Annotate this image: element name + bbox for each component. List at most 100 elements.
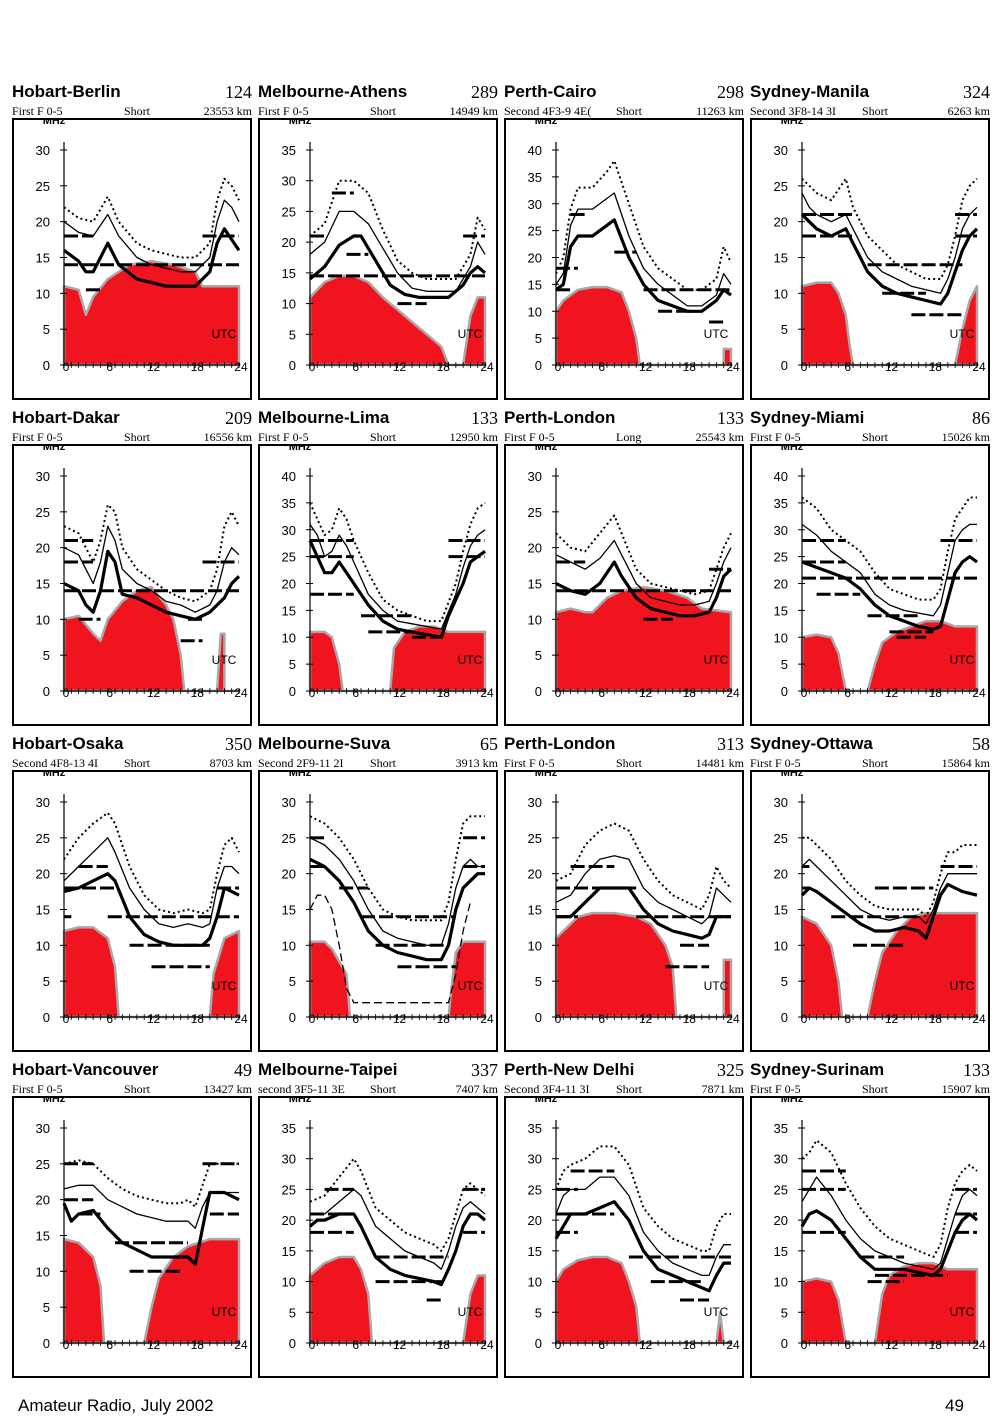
y-tick-label: 25 (282, 831, 296, 846)
path-chart: Perth-London 133 First F 0-5 Long 25543 km 30… (504, 408, 744, 726)
x-tick-label: 0 (309, 686, 316, 700)
x-tick-label: 12 (885, 360, 899, 374)
series-thick-line (556, 886, 731, 940)
coverage-area (62, 1237, 241, 1345)
chart-subheader: First F 0-5 Short 12950 km (258, 430, 498, 444)
x-tick-label: 6 (598, 1012, 605, 1026)
x-tick-label: 18 (683, 1338, 697, 1352)
x-tick-label: 24 (726, 686, 740, 700)
chart-header: Hobart-Vancouver 49 (12, 1060, 252, 1082)
chart-subheader: Second 4F3-9 4E(Short 11263 km (504, 104, 744, 118)
chart-svg: 30 25 20 15 10 5 0 0 6 12 18 24 MHz UTC (36, 446, 248, 700)
x-tick-label: 12 (393, 1012, 407, 1026)
chart-svg: 30 25 20 15 10 5 0 0 6 12 18 24 MHz UTC (36, 120, 248, 374)
chart-bearing: 86 (972, 408, 990, 428)
chart-mode: First F 0-5 (12, 104, 63, 118)
path-chart: Hobart-Vancouver 49 First F 0-5 Short 13427 … (12, 1060, 252, 1378)
x-tick-label: 24 (726, 1012, 740, 1026)
y-tick-label: 20 (282, 235, 296, 250)
x-tick-label: 24 (234, 1338, 248, 1352)
y-tick-label: 35 (282, 1121, 296, 1136)
y-tick-label: 5 (535, 1305, 542, 1320)
y-tick-label: 20 (774, 1213, 788, 1228)
series-upper-dotted (63, 1159, 239, 1208)
y-tick-label: 10 (774, 1275, 788, 1290)
chart-frame: 35 30 25 20 15 10 5 0 0 6 12 18 24 MHz UTC (504, 1096, 744, 1378)
chart-mode: First F 0-5 (750, 756, 801, 770)
chart-frame: 30 25 20 15 10 5 0 0 6 12 18 24 MHz UTC (258, 770, 498, 1052)
y-tick-label: 20 (36, 1193, 50, 1208)
x-tick-label: 24 (480, 686, 494, 700)
coverage-area (554, 585, 733, 693)
chart-distance: 8703 km (209, 756, 252, 770)
chart-path: Short (370, 104, 397, 118)
chart-frame: 30 25 20 15 10 5 0 0 6 12 18 24 MHz UTC (12, 118, 252, 400)
x-tick-label: 0 (801, 686, 808, 700)
chart-bearing: 313 (717, 734, 744, 754)
y-tick-label: 30 (528, 197, 542, 212)
y-unit-label: MHz (781, 1098, 804, 1105)
y-tick-label: 15 (36, 1229, 50, 1244)
y-tick-label: 40 (528, 143, 542, 158)
x-tick-label: 6 (844, 686, 851, 700)
x-tick-label: 6 (106, 1012, 113, 1026)
coverage-area (800, 911, 979, 1019)
series-upper-dotted (555, 159, 732, 291)
y-tick-label: 25 (36, 1157, 50, 1172)
chart-svg: 35 30 25 20 15 10 5 0 0 6 12 18 24 MHz UTC (774, 1098, 986, 1352)
y-tick-label: 0 (43, 358, 50, 373)
x-tick-label: 18 (929, 1012, 943, 1026)
y-tick-label: 30 (774, 795, 788, 810)
x-tick-label: 24 (234, 360, 248, 374)
y-tick-label: 0 (43, 1010, 50, 1025)
chart-header: Perth-Cairo 298 (504, 82, 744, 104)
chart-title: Sydney-Manila (750, 82, 870, 101)
path-chart: Hobart-Berlin 124 First F 0-5 Short 23553 km… (12, 82, 252, 400)
x-tick-label: 24 (234, 686, 248, 700)
y-unit-label: MHz (289, 446, 312, 453)
y-tick-label: 25 (282, 204, 296, 219)
y-tick-label: 10 (36, 938, 50, 953)
chart-header: Hobart-Osaka 350 (12, 734, 252, 756)
coverage-area (308, 1255, 487, 1345)
y-tick-label: 10 (528, 612, 542, 627)
chart-bearing: 133 (963, 1060, 990, 1080)
chart-bearing: 65 (480, 734, 498, 754)
path-chart: Melbourne-Suva 65 Second 2F9-11 2I Short 391… (258, 734, 498, 1052)
chart-header: Melbourne-Suva 65 (258, 734, 498, 756)
y-tick-label: 10 (282, 297, 296, 312)
y-tick-label: 5 (43, 322, 50, 337)
x-tick-label: 24 (972, 1012, 986, 1026)
y-tick-label: 10 (36, 612, 50, 627)
y-tick-label: 35 (774, 1121, 788, 1136)
y-tick-label: 30 (36, 469, 50, 484)
chart-bearing: 209 (225, 408, 252, 428)
chart-path: Short (124, 104, 151, 118)
chart-bearing: 49 (234, 1060, 252, 1080)
x-unit-label: UTC (458, 327, 483, 341)
x-tick-label: 18 (683, 686, 697, 700)
x-tick-label: 12 (639, 1012, 653, 1026)
y-unit-label: MHz (535, 446, 558, 453)
chart-mode: First F 0-5 (750, 1082, 801, 1096)
x-tick-label: 0 (309, 1012, 316, 1026)
chart-title: Melbourne-Taipei (258, 1060, 398, 1079)
chart-distance: 7407 km (455, 1082, 498, 1096)
x-tick-label: 6 (106, 1338, 113, 1352)
chart-title: Sydney-Miami (750, 408, 865, 427)
x-tick-label: 12 (885, 686, 899, 700)
y-tick-label: 25 (528, 505, 542, 520)
x-tick-label: 24 (972, 686, 986, 700)
x-tick-label: 6 (844, 1338, 851, 1352)
y-tick-label: 35 (528, 1121, 542, 1136)
chart-title: Melbourne-Suva (258, 734, 391, 753)
y-tick-label: 15 (774, 903, 788, 918)
series-thick-line (801, 554, 978, 631)
chart-title: Hobart-Dakar (12, 408, 120, 427)
chart-distance: 11263 km (696, 104, 744, 118)
y-tick-label: 15 (528, 1244, 542, 1259)
y-tick-label: 10 (36, 286, 50, 301)
series-thin-line (63, 837, 240, 929)
chart-svg: 30 25 20 15 10 5 0 0 6 12 18 24 MHz UTC (774, 120, 986, 374)
y-tick-label: 0 (289, 684, 296, 699)
